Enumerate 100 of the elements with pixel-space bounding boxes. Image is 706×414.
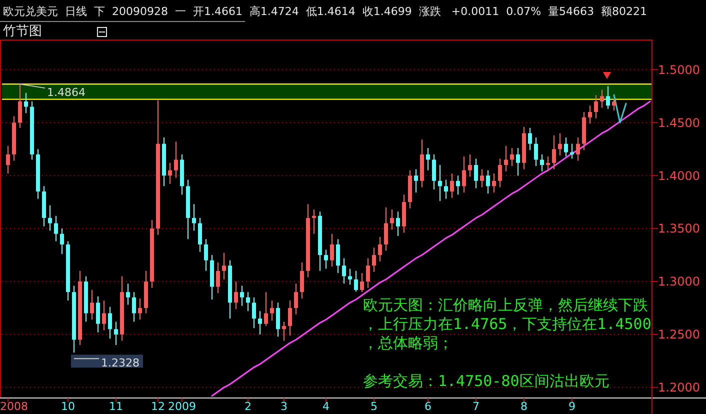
- candlestick: [600, 89, 604, 108]
- annotation: 1.4864: [47, 86, 86, 100]
- candlestick: [342, 258, 346, 284]
- x-tick-label: 11: [109, 400, 123, 413]
- candlestick: [396, 211, 400, 236]
- y-tick-label: 1.2000: [658, 380, 700, 395]
- candlestick: [108, 306, 112, 340]
- x-tick-label: 4: [322, 400, 330, 413]
- candlestick: [528, 127, 532, 151]
- candlestick: [366, 258, 370, 288]
- candlestick: [258, 310, 262, 335]
- candlestick: [96, 296, 100, 333]
- candlestick: [558, 132, 562, 156]
- candlestick: [102, 300, 106, 331]
- candlestick: [444, 179, 448, 200]
- annotation: 1.2328: [101, 356, 140, 370]
- y-tick-label: 1.4500: [658, 116, 700, 130]
- candlestick: [498, 158, 502, 188]
- candlestick: [432, 154, 436, 190]
- candlestick: [54, 215, 58, 242]
- candlestick: [198, 217, 202, 252]
- x-tick-label: 8: [520, 400, 528, 413]
- candlestick: [594, 94, 598, 119]
- candlestick: [312, 208, 316, 234]
- candlestick: [390, 208, 394, 230]
- candlestick: [246, 292, 250, 312]
- candlestick: [462, 156, 466, 194]
- candlestick: [324, 249, 328, 270]
- candlestick: [330, 233, 334, 268]
- y-tick-label: 1.3000: [658, 274, 700, 289]
- candlestick: [438, 164, 442, 202]
- candlestick: [510, 148, 514, 167]
- candlestick: [552, 134, 556, 170]
- candlestick: [216, 262, 220, 294]
- candlestick: [264, 292, 268, 326]
- candlestick: [294, 283, 298, 315]
- x-tick-label: 2009: [168, 400, 196, 413]
- candlestick: [48, 204, 52, 232]
- candlestick: [168, 162, 172, 185]
- candlestick: [126, 283, 130, 306]
- candlestick: [276, 302, 280, 338]
- candlestick: [576, 136, 580, 162]
- y-tick-label: 1.5000: [658, 62, 700, 77]
- candlestick: [24, 92, 28, 114]
- candlestick: [18, 84, 22, 128]
- candlestick: [252, 296, 256, 329]
- candlestick: [114, 321, 118, 346]
- candlestick: [204, 238, 208, 272]
- candlestick: [474, 158, 478, 189]
- candlestick: [132, 292, 136, 322]
- x-tick-label: 9: [568, 400, 576, 413]
- candlestick: [564, 136, 568, 158]
- x-tick-label: 2008: [0, 400, 28, 413]
- candlestick: [222, 252, 226, 280]
- line-series: [211, 100, 651, 397]
- candlestick: [372, 247, 376, 272]
- candlestick: [606, 86, 610, 110]
- x-tick-label: 10: [61, 400, 75, 413]
- y-tick-label: 1.4000: [658, 168, 700, 183]
- candlestick: [234, 280, 238, 310]
- x-tick-label: 2: [244, 400, 252, 413]
- candlestick: [450, 172, 454, 198]
- candlestick: [192, 204, 196, 232]
- candlestick: [348, 268, 352, 286]
- candlestick: [540, 154, 544, 172]
- candlestick: [516, 148, 520, 176]
- y-tick-label: 1.2500: [658, 328, 700, 342]
- candlestick: [492, 172, 496, 194]
- candlestick: [90, 289, 94, 320]
- candlestick: [378, 236, 382, 262]
- candlestick: [612, 98, 616, 112]
- candlestick: [300, 262, 304, 299]
- candlestick: [468, 154, 472, 178]
- candlestick: [456, 175, 460, 196]
- candlestick: [288, 300, 292, 336]
- candlestick: [240, 285, 244, 306]
- candlestick: [138, 298, 142, 320]
- candlestick: [354, 270, 358, 292]
- annotation: 参考交易：1.4750-80区间沽出欧元: [363, 372, 610, 390]
- x-tick-label: 6: [424, 400, 432, 413]
- x-tick-label: 12: [151, 400, 165, 413]
- candlestick: [6, 145, 10, 174]
- annotation: 欧元天图：汇价略向上反弹，然后继续下跌，上行压力在1.4765，下支持位在1.4500，总体略弱；: [363, 296, 652, 352]
- candlestick: [414, 168, 418, 194]
- candlestick: [426, 148, 430, 171]
- candlestick: [270, 300, 274, 322]
- candlestick: [546, 156, 550, 172]
- candlestick: [282, 321, 286, 342]
- candlestick: [174, 141, 178, 178]
- candlestick: [480, 168, 484, 188]
- candlestick: [570, 143, 574, 160]
- candlestick: [588, 105, 592, 124]
- x-tick-label: 7: [472, 400, 480, 413]
- candlestick: [534, 136, 538, 167]
- candlestick: [504, 145, 508, 172]
- candlestick: [336, 238, 340, 274]
- x-tick-label: 5: [370, 400, 378, 413]
- chart-subtitle: 竹节图: [3, 24, 42, 39]
- candlestick: [360, 272, 364, 293]
- candlestick: [384, 206, 388, 252]
